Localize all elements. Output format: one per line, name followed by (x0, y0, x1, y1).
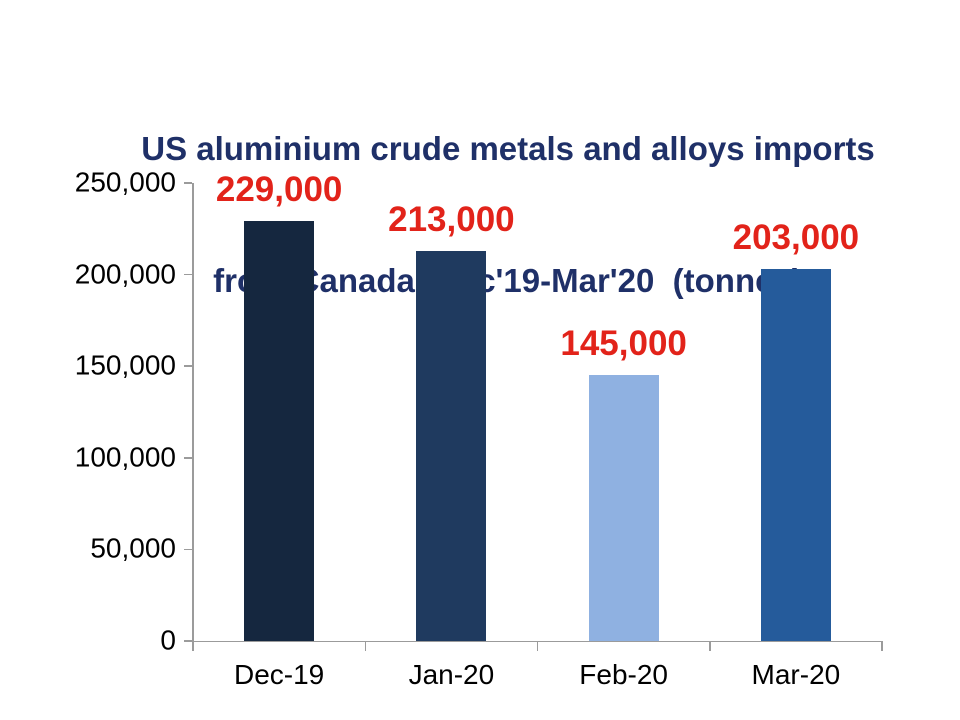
bar-jan-20 (416, 250, 487, 641)
y-axis-tick (184, 548, 192, 551)
x-axis-tick (192, 641, 194, 651)
y-axis-tick (184, 273, 192, 276)
y-axis-label: 100,000 (74, 441, 176, 473)
x-axis-label-mar-20: Mar-20 (751, 659, 841, 690)
y-axis-tick (184, 640, 192, 642)
data-label-feb-20: 145,000 (560, 324, 687, 364)
x-axis-label-dec-19: Dec-19 (233, 659, 325, 690)
x-axis-tick (536, 641, 539, 651)
x-axis-line (185, 640, 882, 642)
y-axis-label: 200,000 (74, 257, 176, 289)
data-label-mar-20: 203,000 (732, 218, 860, 258)
bar-dec-19 (244, 221, 315, 641)
chart-title-line1: US aluminium crude metals and alloys imp… (141, 130, 875, 167)
y-axis-line (192, 183, 194, 642)
y-axis-label: 0 (160, 624, 176, 656)
y-axis-label: 250,000 (74, 166, 176, 198)
x-axis-tick (364, 641, 366, 651)
bar-mar-20 (760, 269, 831, 641)
y-axis-tick (184, 182, 192, 184)
y-axis-tick (184, 457, 192, 459)
x-axis-tick (709, 641, 711, 651)
x-axis-tick (881, 641, 883, 651)
x-axis-label-feb-20: Feb-20 (579, 659, 668, 690)
bar-feb-20 (588, 375, 659, 641)
y-axis-tick (184, 365, 192, 367)
x-axis-label-jan-20: Jan-20 (408, 659, 495, 690)
y-axis-label: 50,000 (90, 532, 176, 564)
y-axis-label: 150,000 (74, 349, 176, 381)
data-label-dec-19: 229,000 (215, 170, 343, 210)
plot-area: 250,000 200,000 150,000 100,000 50,000 0 229,0… (75, 166, 883, 690)
data-label-jan-20: 213,000 (388, 199, 515, 239)
